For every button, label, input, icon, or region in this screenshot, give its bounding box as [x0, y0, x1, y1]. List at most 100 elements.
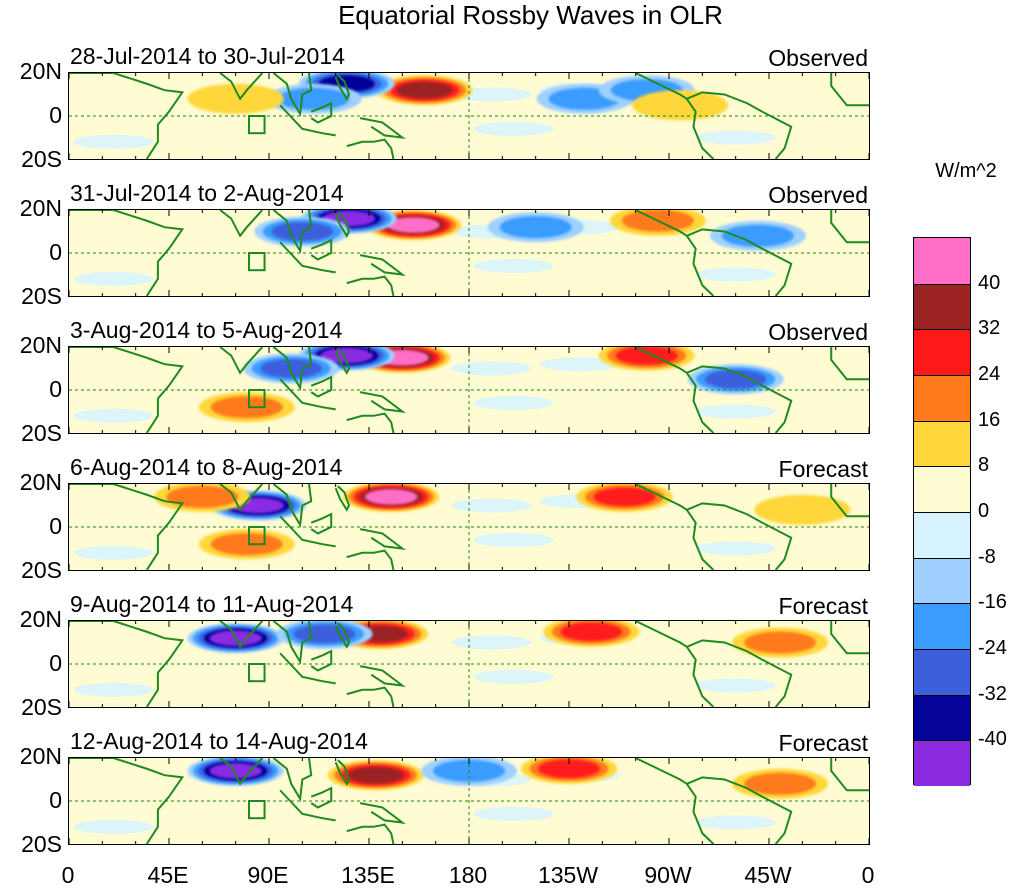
lat-label: 0	[49, 102, 62, 128]
colorbar-unit: W/m^2	[935, 160, 997, 182]
lat-label: 0	[49, 650, 62, 676]
coastline	[69, 347, 185, 433]
weak-negative-band	[73, 545, 154, 560]
panel-date-range: 9-Aug-2014 to 11-Aug-2014	[70, 591, 354, 617]
anomaly-feature	[343, 484, 440, 512]
coastline	[219, 484, 264, 512]
coastline	[830, 210, 869, 244]
coastline	[310, 786, 333, 809]
panel-date-range: 28-Jul-2014 to 30-Jul-2014	[70, 43, 345, 69]
coastline	[272, 210, 313, 254]
weak-negative-band	[451, 635, 532, 650]
panel-date-range: 6-Aug-2014 to 8-Aug-2014	[70, 454, 343, 480]
coastline	[279, 515, 336, 548]
map-panel: 28-Jul-2014 to 30-Jul-2014 Observed 20N 0 20…	[0, 42, 900, 179]
coastline	[310, 238, 333, 261]
anomaly-feature	[198, 529, 295, 560]
reference-box	[248, 115, 266, 135]
lat-label: 20S	[21, 420, 62, 446]
panel-date-range: 12-Aug-2014 to 14-Aug-2014	[70, 728, 368, 754]
map-panel: 9-Aug-2014 to 11-Aug-2014 Forecast 20N 0 20S	[0, 590, 900, 727]
contour-band	[396, 81, 453, 99]
coastline	[279, 378, 336, 411]
coastline	[279, 104, 336, 137]
contour-band	[166, 485, 239, 508]
coastline	[310, 512, 333, 535]
panel-type-label: Observed	[768, 45, 868, 71]
coastline	[310, 375, 333, 398]
lat-label: 20S	[21, 146, 62, 172]
weak-negative-band	[451, 498, 532, 513]
anomaly-feature	[709, 220, 806, 251]
anomaly-feature	[187, 83, 284, 114]
anomaly-feature	[687, 364, 784, 395]
colorbar-label: 16	[978, 408, 1001, 431]
panel-type-label: Observed	[768, 319, 868, 345]
anomaly-feature	[298, 347, 395, 371]
map-canvas	[69, 758, 869, 844]
anomaly-feature	[754, 494, 851, 525]
colorbar-label: 8	[978, 454, 990, 477]
weak-negative-band	[73, 134, 154, 149]
lat-label: 20N	[19, 195, 62, 221]
contour-band	[260, 359, 323, 378]
coastline	[359, 254, 406, 276]
coastline	[272, 347, 313, 391]
coastline	[219, 210, 264, 238]
map-canvas	[69, 210, 869, 296]
panel-date-range: 3-Aug-2014 to 5-Aug-2014	[70, 317, 343, 343]
coastline	[69, 210, 185, 296]
coastline	[686, 639, 793, 707]
lat-label: 20N	[19, 743, 62, 769]
colorbar-swatch	[914, 740, 970, 786]
coastline	[686, 228, 793, 296]
coastline	[830, 621, 869, 655]
coastline	[272, 758, 313, 802]
panel-type-label: Forecast	[778, 593, 868, 619]
colorbar-label: 40	[978, 271, 1001, 294]
contour-band	[538, 759, 600, 779]
anomaly-feature	[209, 490, 306, 521]
olr-map	[68, 757, 870, 845]
map-panel: 31-Jul-2014 to 2-Aug-2014 Observed 20N 0 20S	[0, 179, 900, 316]
weak-negative-band	[473, 395, 554, 410]
coastline	[219, 347, 264, 375]
map-canvas	[69, 347, 869, 433]
olr-map	[68, 483, 870, 571]
panel-date-range: 31-Jul-2014 to 2-Aug-2014	[70, 180, 344, 206]
colorbar-label: -24	[978, 637, 1007, 659]
coastline	[359, 802, 406, 824]
colorbar-swatch	[914, 557, 970, 604]
colorbar-swatch	[914, 329, 970, 375]
coastline	[830, 484, 869, 518]
anomaly-feature	[327, 760, 424, 791]
weak-negative-band	[473, 806, 554, 821]
coastline	[346, 412, 395, 433]
lat-label: 20N	[19, 469, 62, 495]
panel-type-label: Observed	[768, 182, 868, 208]
coastline	[334, 211, 351, 238]
coastline	[310, 649, 333, 672]
colorbar-swatch	[914, 375, 970, 421]
contour-band	[560, 622, 623, 642]
contour-band	[593, 487, 656, 507]
lat-label: 20N	[19, 606, 62, 632]
coastline	[359, 528, 406, 550]
lon-label: 45W	[744, 862, 792, 888]
colorbar-swatch	[914, 420, 970, 467]
lat-label: 0	[49, 787, 62, 813]
weak-negative-band	[695, 130, 776, 145]
contour-band	[744, 772, 817, 795]
weak-negative-band	[473, 121, 554, 136]
anomaly-feature	[487, 212, 584, 243]
reference-box	[248, 800, 266, 820]
coastline	[359, 391, 406, 413]
coastline	[334, 485, 351, 512]
coastline	[686, 91, 793, 159]
coastline	[69, 73, 185, 159]
weak-negative-band	[73, 271, 154, 286]
lon-label: 135E	[341, 862, 395, 888]
map-canvas	[69, 73, 869, 159]
lat-label: 20S	[21, 557, 62, 583]
contour-band	[721, 224, 794, 247]
